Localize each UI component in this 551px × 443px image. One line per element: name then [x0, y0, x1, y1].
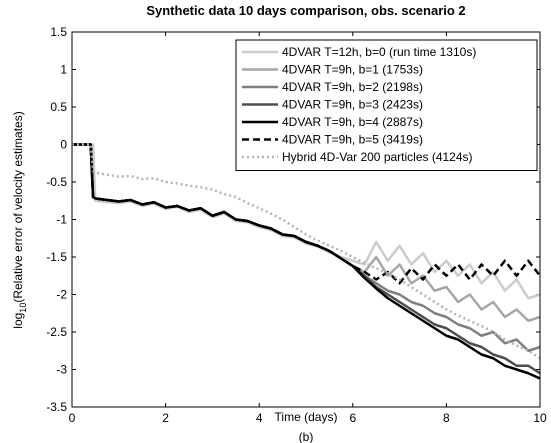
- y-tick-label: -3.5: [46, 400, 67, 414]
- y-axis-label: log10(Relative error of velocity estimat…: [11, 111, 28, 328]
- y-tick-label: 0.5: [50, 100, 67, 114]
- x-tick-label: 6: [349, 411, 356, 425]
- y-tick-label: 1.5: [50, 25, 67, 39]
- series-line: [72, 143, 541, 300]
- legend-box: [235, 39, 538, 171]
- y-label-part: (Relative error of velocity estimates): [11, 111, 25, 302]
- legend-label: 4DVAR T=9h, b=3 (2423s): [282, 98, 423, 112]
- caption: (b): [299, 430, 314, 443]
- series-line: [72, 143, 541, 285]
- plot-frame: [71, 31, 541, 408]
- legend: 4DVAR T=12h, b=0 (run time 1310s) 4DVAR T…: [235, 39, 538, 171]
- legend-label: 4DVAR T=9h, b=5 (3419s): [282, 133, 423, 147]
- y-tick-label: -0.5: [46, 175, 67, 189]
- legend-label: 4DVAR T=9h, b=1 (1753s): [282, 63, 423, 77]
- legend-label: 4DVAR T=12h, b=0 (run time 1310s): [282, 45, 476, 59]
- x-tick-label: 2: [162, 411, 169, 425]
- y-tick-label: -2: [56, 288, 67, 302]
- y-tick-label: 1: [60, 63, 67, 77]
- y-tick-label: 0: [60, 138, 67, 152]
- chart-title: Synthetic data 10 days comparison, obs. …: [146, 3, 465, 18]
- series-line: [72, 143, 541, 360]
- x-tick-label: 10: [533, 411, 547, 425]
- x-tick-label: 8: [443, 411, 450, 425]
- x-axis-label: Time (days): [275, 410, 338, 424]
- x-tick-label: 4: [256, 411, 263, 425]
- legend-label: 4DVAR T=9h, b=2 (2198s): [282, 80, 423, 94]
- y-tick-label: -3: [56, 363, 67, 377]
- y-tick-label: -2.5: [46, 325, 67, 339]
- x-tick-label: 0: [69, 411, 76, 425]
- legend-label: Hybrid 4D-Var 200 particles (4124s): [282, 150, 473, 164]
- legend-label: 4DVAR T=9h, b=4 (2887s): [282, 115, 423, 129]
- y-label-sub: 10: [18, 303, 28, 313]
- y-label-part: log: [11, 313, 25, 329]
- y-tick-label: -1: [56, 213, 67, 227]
- y-tick-label: -1.5: [46, 250, 67, 264]
